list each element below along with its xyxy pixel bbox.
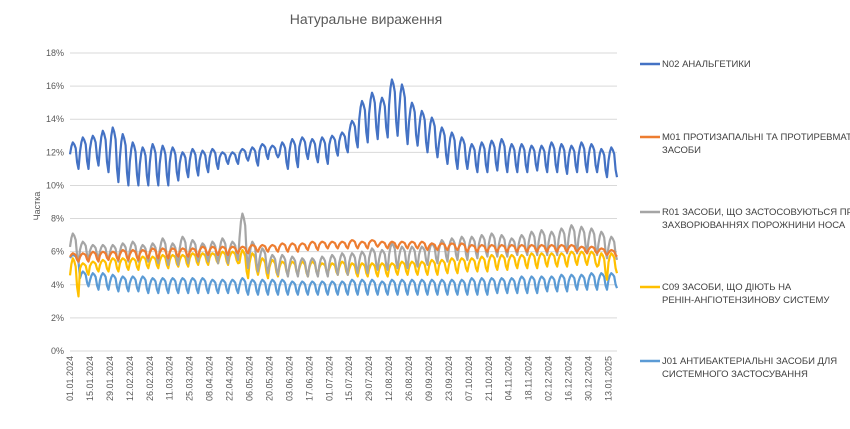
x-tick-label: 01.07.2024 [324, 356, 334, 401]
y-tick-label: 16% [46, 81, 64, 91]
legend: N02 АНАЛЬГЕТИКИ M01 ПРОТИЗАПАЛЬНІ ТА ПРОТ… [640, 59, 850, 380]
legend-label: J01 АНТИБАКТЕРІАЛЬНІ ЗАСОБИ ДЛЯ СИСТЕМНОГ… [662, 356, 837, 380]
y-tick-label: 6% [51, 247, 64, 257]
x-tick-label: 25.03.2024 [185, 356, 195, 401]
legend-label: R01 ЗАСОБИ, ЩО ЗАСТОСОВУЮТЬСЯ ПРИ ЗАХВОРЮ… [662, 207, 850, 231]
x-tick-label: 16.12.2024 [564, 356, 574, 401]
x-tick-label: 22.04.2024 [225, 356, 235, 401]
x-tick-label: 15.01.2024 [85, 356, 95, 401]
x-axis-ticks: 01.01.2024 15.01.2024 29.01.2024 12.02.2024… [65, 356, 613, 401]
legend-item-4: J01 АНТИБАКТЕРІАЛЬНІ ЗАСОБИ ДЛЯ СИСТЕМНОГ… [640, 356, 837, 380]
series-line-1 [69, 239, 618, 263]
x-tick-label: 15.07.2024 [344, 356, 354, 401]
x-tick-label: 21.10.2024 [484, 356, 494, 401]
x-tick-label: 12.08.2024 [384, 356, 394, 401]
x-tick-label: 08.04.2024 [205, 356, 215, 401]
series-lines [68, 78, 619, 298]
chart-title: Натуральне вираження [290, 11, 442, 27]
legend-item-1: M01 ПРОТИЗАПАЛЬНІ ТА ПРОТИРЕВМАТИЧНІЗАСО… [640, 132, 850, 156]
x-tick-label: 09.09.2024 [424, 356, 434, 401]
y-tick-label: 0% [51, 346, 64, 356]
legend-label: C09 ЗАСОБИ, ЩО ДІЮТЬ НА РЕНІН-АНГІОТЕНЗИН… [662, 282, 830, 306]
y-tick-label: 10% [46, 180, 64, 190]
x-tick-label: 04.11.2024 [504, 356, 514, 400]
x-tick-label: 13.01.2025 [603, 356, 613, 401]
y-axis-ticks: 0% 2% 4% 6% 8% 10% 12% 14% 16% 18% [46, 48, 64, 356]
y-tick-label: 2% [51, 313, 64, 323]
y-tick-label: 4% [51, 280, 64, 290]
x-tick-label: 26.02.2024 [145, 356, 155, 401]
x-tick-label: 18.11.2024 [524, 356, 534, 400]
x-tick-label: 07.10.2024 [464, 356, 474, 401]
y-tick-label: 18% [46, 48, 64, 58]
series-line-2 [68, 212, 619, 278]
legend-item-3: C09 ЗАСОБИ, ЩО ДІЮТЬ НА РЕНІН-АНГІОТЕНЗИН… [640, 282, 830, 306]
x-tick-label: 01.01.2024 [65, 356, 75, 401]
series-line-3 [68, 248, 619, 298]
x-tick-label: 11.03.2024 [165, 356, 175, 400]
series-line-4 [69, 253, 619, 296]
x-tick-label: 26.08.2024 [404, 356, 414, 401]
x-tick-label: 17.06.2024 [304, 356, 314, 401]
y-tick-label: 8% [51, 214, 64, 224]
x-tick-label: 03.06.2024 [284, 356, 294, 401]
x-tick-label: 23.09.2024 [444, 356, 454, 401]
x-tick-label: 29.01.2024 [105, 356, 115, 401]
y-tick-label: 12% [46, 147, 64, 157]
x-tick-label: 06.05.2024 [244, 356, 254, 401]
x-tick-label: 20.05.2024 [264, 356, 274, 401]
x-tick-label: 12.02.2024 [125, 356, 135, 401]
legend-item-2: R01 ЗАСОБИ, ЩО ЗАСТОСОВУЮТЬСЯ ПРИ ЗАХВОРЮ… [640, 207, 850, 231]
x-tick-label: 29.07.2024 [364, 356, 374, 401]
series-line-0 [68, 78, 619, 187]
x-tick-label: 30.12.2024 [584, 356, 594, 401]
legend-item-0: N02 АНАЛЬГЕТИКИ [640, 59, 751, 70]
y-axis-label: Частка [32, 192, 42, 221]
x-tick-label: 02.12.2024 [544, 356, 554, 401]
legend-label: N02 АНАЛЬГЕТИКИ [662, 59, 751, 70]
grid-lines [70, 52, 617, 352]
legend-label: M01 ПРОТИЗАПАЛЬНІ ТА ПРОТИРЕВМАТИЧНІЗАСО… [662, 132, 850, 156]
y-tick-label: 14% [46, 114, 64, 124]
